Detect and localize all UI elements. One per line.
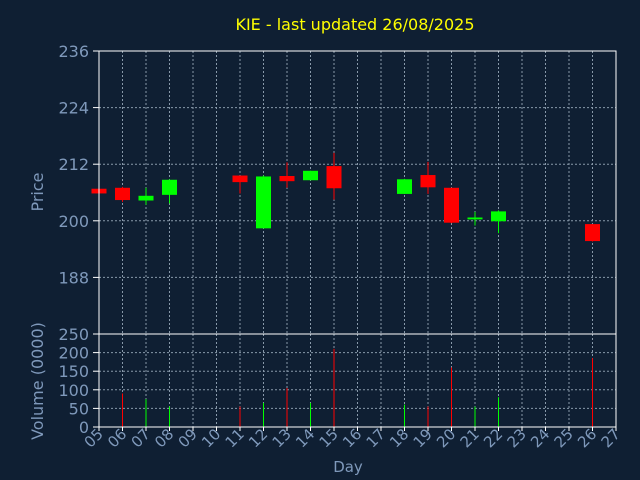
x-tick-label: 25 <box>551 425 577 451</box>
volume-tick-label: 0 <box>79 418 89 437</box>
x-tick-label: 17 <box>363 425 389 451</box>
volume-tick-label: 200 <box>58 344 89 363</box>
candle-body <box>585 224 600 242</box>
price-axis-label: Price <box>28 172 47 211</box>
volume-bars <box>122 348 593 427</box>
x-tick-label: 08 <box>151 425 177 451</box>
candle-body <box>303 170 318 181</box>
x-axis-ticks: 0506070809101112131415161718192021222324… <box>81 425 624 451</box>
x-tick-label: 20 <box>433 425 459 451</box>
x-tick-label: 13 <box>269 425 295 451</box>
x-tick-label: 11 <box>222 425 248 451</box>
x-tick-label: 18 <box>386 425 412 451</box>
candle-body <box>138 195 154 201</box>
price-tick-label: 200 <box>58 212 89 231</box>
candle-body <box>326 166 342 189</box>
candle-body <box>444 187 459 223</box>
x-tick-label: 23 <box>504 425 530 451</box>
x-tick-label: 09 <box>175 425 201 451</box>
x-tick-label: 14 <box>292 425 318 451</box>
x-tick-label: 26 <box>574 425 600 451</box>
x-tick-label: 12 <box>245 425 271 451</box>
price-tick-label: 236 <box>58 42 89 61</box>
candle-body <box>491 211 506 222</box>
x-tick-label: 16 <box>339 425 365 451</box>
x-tick-label: 27 <box>598 425 624 451</box>
x-tick-label: 19 <box>410 425 436 451</box>
x-tick-label: 21 <box>457 425 483 451</box>
candle-body <box>256 176 271 229</box>
x-tick-label: 15 <box>316 425 342 451</box>
x-tick-label: 10 <box>198 425 224 451</box>
x-axis-label: Day <box>333 458 363 476</box>
price-candles <box>91 152 600 242</box>
x-tick-label: 06 <box>104 425 130 451</box>
x-tick-label: 22 <box>480 425 506 451</box>
volume-tick-label: 100 <box>58 381 89 400</box>
volume-tick-label: 50 <box>69 399 89 418</box>
candle-body <box>467 217 483 220</box>
volume-tick-label: 150 <box>58 362 89 381</box>
price-tick-label: 212 <box>58 155 89 174</box>
x-tick-label: 07 <box>128 425 154 451</box>
price-y-ticks: 236 224 212 200 188 <box>58 42 99 287</box>
chart-title: KIE - last updated 26/08/2025 <box>235 15 474 34</box>
candle-body <box>232 175 248 183</box>
candle-body <box>397 179 412 194</box>
volume-grid <box>98 333 617 428</box>
volume-plot-frame <box>98 333 617 428</box>
x-tick-label: 24 <box>527 425 553 451</box>
price-tick-label: 188 <box>58 268 89 287</box>
candle-body <box>279 175 295 182</box>
candle-body <box>420 175 436 188</box>
volume-axis-label: Volume (0000) <box>28 322 47 440</box>
candle-body <box>162 179 177 195</box>
candle-body <box>115 187 130 201</box>
volume-tick-label: 250 <box>58 325 89 344</box>
price-tick-label: 224 <box>58 99 89 118</box>
